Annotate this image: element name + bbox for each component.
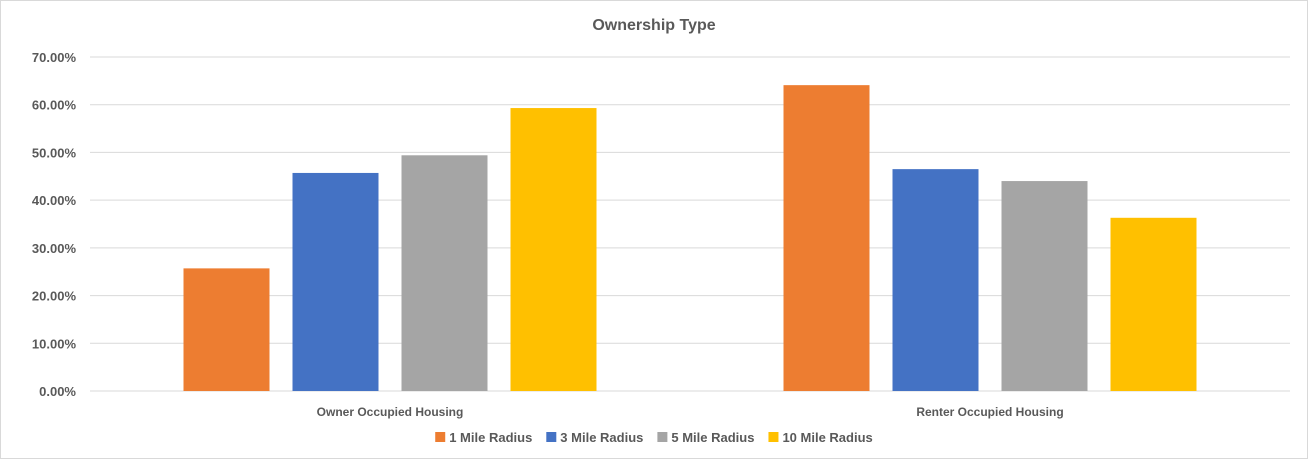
y-tick-label: 40.00% (32, 193, 77, 208)
gridlines (90, 56, 1290, 392)
x-category-label: Owner Occupied Housing (317, 405, 464, 419)
legend-item-3-mile-radius: 3 Mile Radius (546, 430, 643, 445)
y-axis-ticks: 0.00% 10.00% 20.00% 30.00% 40.00% 50.00% 60.00… (32, 50, 77, 399)
bar-10-mile-radius-1 (1110, 217, 1197, 391)
legend-label: 10 Mile Radius (782, 430, 872, 445)
legend-swatch (546, 432, 557, 442)
legend-item-10-mile-radius: 10 Mile Radius (768, 430, 873, 445)
x-category-label: Renter Occupied Housing (916, 405, 1063, 419)
y-tick-label: 30.00% (32, 241, 77, 256)
y-tick-label: 10.00% (32, 336, 77, 351)
bar-10-mile-radius-0 (510, 108, 597, 391)
y-tick-label: 70.00% (32, 50, 77, 65)
y-tick-label: 50.00% (32, 145, 77, 160)
legend-item-5-mile-radius: 5 Mile Radius (657, 430, 754, 445)
bars (183, 85, 1197, 391)
legend-swatch (657, 432, 668, 442)
y-tick-label: 60.00% (32, 98, 77, 113)
legend-label: 1 Mile Radius (449, 430, 532, 445)
bar-5-mile-radius-0 (401, 155, 488, 391)
chart-title: Ownership Type (592, 17, 715, 34)
legend-label: 3 Mile Radius (560, 430, 643, 445)
y-tick-label: 0.00% (39, 384, 76, 399)
legend-item-1-mile-radius: 1 Mile Radius (435, 430, 532, 445)
bar-1-mile-radius-0 (183, 268, 270, 391)
legend-swatch (435, 432, 446, 442)
y-tick-label: 20.00% (32, 289, 77, 304)
bar-3-mile-radius-0 (292, 172, 379, 391)
bar-1-mile-radius-1 (783, 85, 870, 391)
legend-label: 5 Mile Radius (671, 430, 754, 445)
bar-3-mile-radius-1 (892, 169, 979, 391)
legend: 1 Mile Radius 3 Mile Radius 5 Mile Radius 1… (435, 430, 873, 445)
legend-swatch (768, 432, 779, 442)
bar-5-mile-radius-1 (1001, 181, 1088, 391)
x-axis-categories: Owner Occupied Housing Renter Occupied Ho… (317, 405, 1064, 419)
